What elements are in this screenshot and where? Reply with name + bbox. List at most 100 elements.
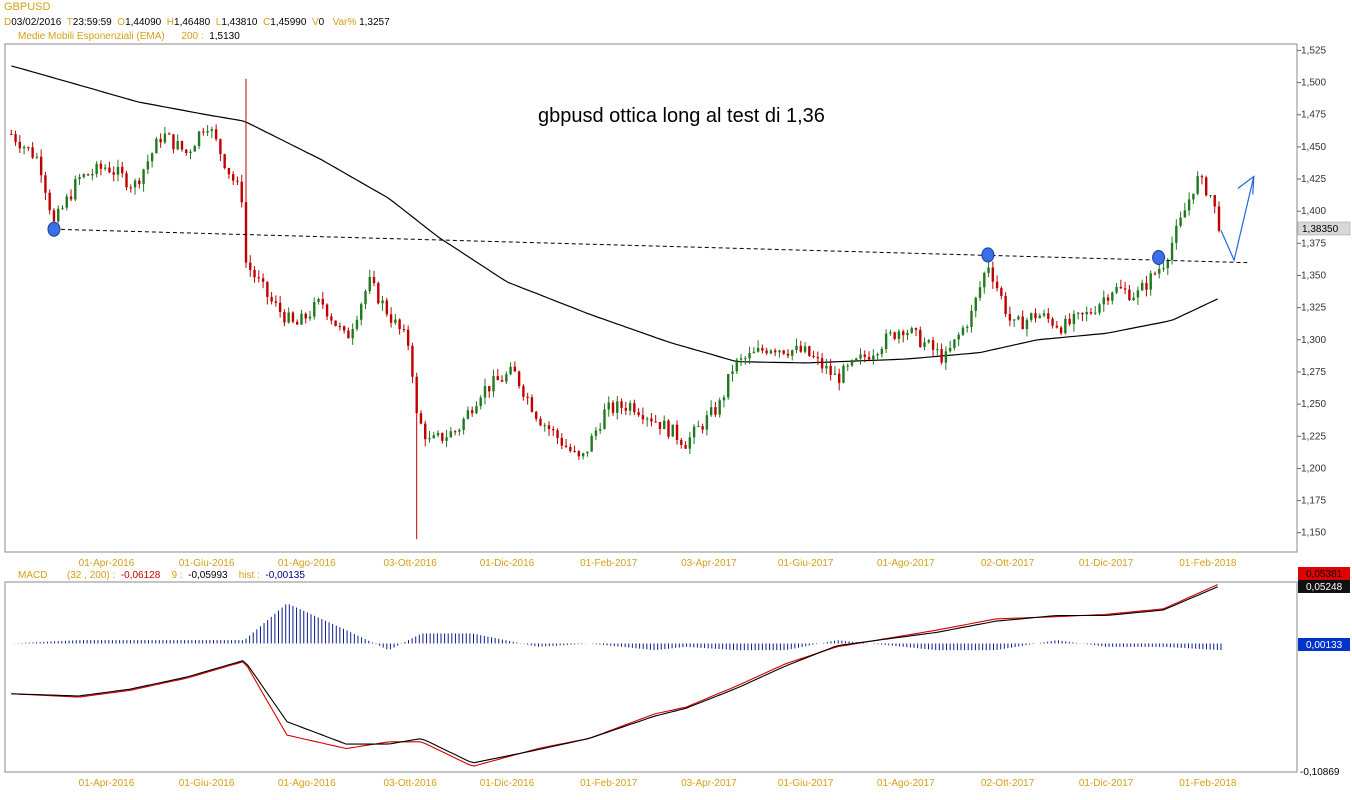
ema-legend: Medie Mobili Esponenziali (EMA) 200 : 1,… <box>18 31 240 42</box>
signal-value: -0,05993 <box>188 570 228 581</box>
candle-body <box>1081 312 1084 315</box>
candle-body <box>274 301 278 303</box>
candle-body <box>599 428 602 431</box>
candle-body <box>654 421 657 423</box>
candle-body <box>219 139 222 155</box>
candle-body <box>202 131 205 133</box>
candle-body <box>261 278 265 282</box>
candle-body <box>142 169 145 184</box>
candle-body <box>1025 319 1029 330</box>
candle-body <box>906 332 909 336</box>
candle-body <box>121 166 124 174</box>
candle-body <box>1132 297 1135 301</box>
candle-body <box>116 166 120 175</box>
price-tick-label: 1,500 <box>1301 78 1326 89</box>
candle-body <box>735 359 738 372</box>
time-label: T <box>66 17 73 28</box>
price-tick-label: 1,250 <box>1301 399 1326 410</box>
macd-params: (32 , 200) : <box>66 570 116 581</box>
candle-body <box>791 350 794 356</box>
candle-body <box>850 360 854 366</box>
candle-body <box>35 156 39 158</box>
candle-body <box>842 365 845 383</box>
candle-body <box>415 376 418 414</box>
candle-body <box>347 330 350 339</box>
candle-body <box>1213 195 1216 207</box>
candle-body <box>586 451 589 454</box>
x-tick-label: 01-Ago-2017 <box>877 778 935 789</box>
candle-body <box>705 415 709 430</box>
candle-layer <box>10 78 1221 540</box>
x-tick-label: 01-Dic-2017 <box>1079 558 1134 569</box>
candle-body <box>1076 312 1080 314</box>
candle-body <box>453 431 457 433</box>
candle-body <box>167 133 171 135</box>
x-tick-label: 01-Apr-2016 <box>79 558 135 569</box>
date-value: 03/02/2016 <box>11 17 62 28</box>
price-panel-frame <box>4 43 1298 553</box>
candle-body <box>855 358 858 361</box>
candle-body <box>488 386 491 392</box>
x-tick-label: 01-Giu-2016 <box>179 558 235 569</box>
candle-body <box>44 175 47 193</box>
candle-body <box>61 207 64 209</box>
candle-body <box>893 332 896 339</box>
candle-body <box>983 272 986 288</box>
candle-body <box>658 422 662 429</box>
macd-panel-frame <box>4 581 1298 773</box>
candle-body <box>1111 292 1114 301</box>
candle-body <box>534 411 538 419</box>
candle-body <box>812 355 815 358</box>
candle-body <box>543 425 546 427</box>
candle-body <box>95 163 98 175</box>
macd-label: MACD <box>18 570 48 581</box>
candle-body <box>108 167 111 173</box>
candle-body <box>296 321 299 325</box>
candle-body <box>722 397 726 401</box>
candle-body <box>974 297 977 311</box>
candle-body <box>645 418 649 420</box>
candle-body <box>112 172 115 175</box>
candle-body <box>552 429 555 431</box>
candle-body <box>360 304 363 320</box>
candle-body <box>342 326 346 331</box>
candle-body <box>189 151 192 153</box>
candle-body <box>513 366 517 372</box>
candle-body <box>829 365 832 375</box>
candle-body <box>1217 206 1221 231</box>
candle-body <box>334 320 337 326</box>
candle-body <box>1030 313 1033 320</box>
candle-body <box>283 312 286 323</box>
candle-body <box>193 146 196 152</box>
candle-body <box>462 418 465 431</box>
candle-body <box>458 430 461 432</box>
candle-body <box>1017 316 1020 320</box>
candle-body <box>500 380 504 382</box>
candle-body <box>611 402 615 413</box>
candle-body <box>185 149 188 153</box>
macd-legend: MACD (32 , 200) : -0,06128 9 : -0,05993 … <box>18 570 305 581</box>
candle-body <box>620 401 623 408</box>
candle-body <box>244 202 248 263</box>
candle-body <box>1119 286 1123 289</box>
candle-body <box>795 345 798 351</box>
ema200-line <box>11 65 1218 364</box>
candle-body <box>206 130 209 133</box>
x-axis-macd: 01-Apr-2016 01-Giu-2016 01-Ago-2016 03-Ott-… <box>79 778 1237 789</box>
candle-body <box>756 347 760 352</box>
candle-body <box>1012 319 1016 321</box>
x-tick-label: 01-Apr-2016 <box>79 778 135 789</box>
candle-body <box>671 424 674 437</box>
candle-body <box>616 401 619 413</box>
macd-value: -0,06128 <box>120 570 161 581</box>
candle-body <box>641 415 645 420</box>
candle-body <box>18 141 22 149</box>
candle-body <box>897 331 901 339</box>
candle-body <box>692 426 696 438</box>
candle-body <box>1179 217 1182 226</box>
candle-body <box>432 435 435 439</box>
low-label: L <box>215 17 222 28</box>
candle-body <box>1047 313 1050 319</box>
candle-body <box>1072 313 1076 325</box>
